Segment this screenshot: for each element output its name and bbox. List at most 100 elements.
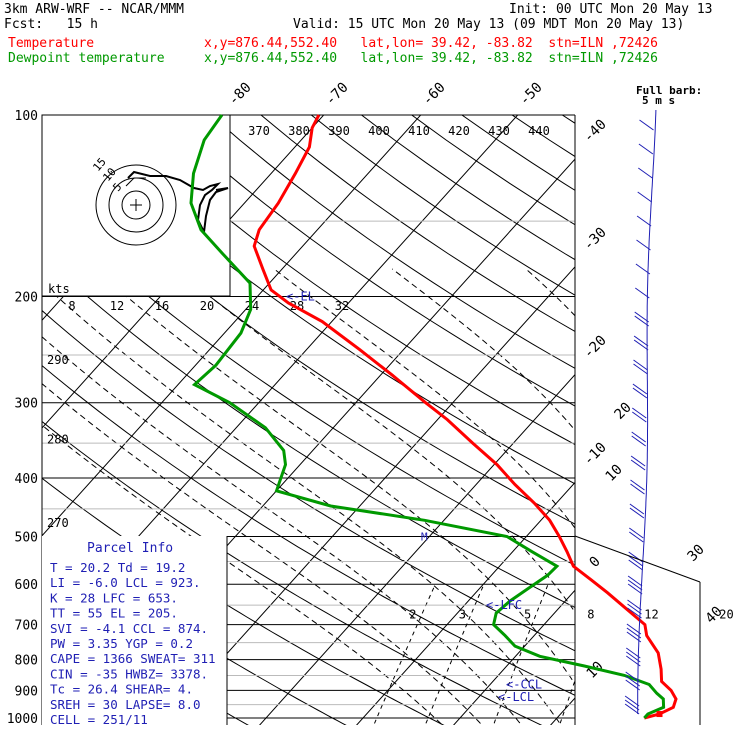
theta-e-label: 420 <box>448 124 470 138</box>
moist-adiabat-line <box>42 336 523 725</box>
isotherm-label: -30 <box>581 225 610 254</box>
barb-speed-label: 10 <box>603 462 626 485</box>
wind-barb <box>632 383 648 395</box>
mixing-ratio-line <box>696 584 740 731</box>
wind-barb <box>638 167 653 179</box>
wind-speed-label: 32 <box>335 299 349 313</box>
isotherm-line <box>356 481 575 725</box>
parcel-info-row: CIN = -35 HWBZ= 3378. <box>50 666 208 681</box>
wind-barb <box>638 143 654 155</box>
isotherm-line <box>162 266 575 725</box>
parcel-info-row: LI = -6.0 LCL = 923. <box>50 575 201 590</box>
wind-barb <box>632 411 647 423</box>
parcel-info-row: CAPE = 1366 SWEAT= 311 <box>50 651 216 666</box>
forecast-hour: Fcst: 15 h <box>4 17 98 32</box>
wind-barb <box>629 527 644 539</box>
mixing-ratio-line <box>492 584 549 725</box>
theta-e-label: 430 <box>488 124 510 138</box>
wind-barb <box>632 387 648 399</box>
wind-barb <box>634 315 649 327</box>
mixing-ratio-label: 20 <box>719 608 733 622</box>
wind-barb <box>632 407 647 419</box>
isotherm-label: 0 <box>587 554 604 571</box>
wind-barb <box>628 555 643 567</box>
parcel-info-panel <box>42 536 227 725</box>
pressure-tick-label: 300 <box>15 397 38 412</box>
pressure-tick-label: 200 <box>15 291 38 306</box>
theta-e-label: 410 <box>408 124 430 138</box>
parcel-info-row: TT = 55 EL = 205. <box>50 606 178 621</box>
wind-barb <box>627 599 642 611</box>
isotherm-line <box>643 57 740 731</box>
barb-speed-label: 30 <box>685 542 708 565</box>
wind-barb <box>624 699 640 711</box>
dry-adiabat-line <box>663 115 740 731</box>
wind-barb <box>633 359 648 371</box>
wind-barb <box>634 311 649 323</box>
pressure-tick-label: 800 <box>15 654 38 669</box>
wind-speed-label: 16 <box>155 299 169 313</box>
dry-adiabat-label: 270 <box>47 516 69 530</box>
wind-barb <box>631 435 646 447</box>
isotherm-label: -70 <box>322 80 351 109</box>
dry-adiabat-line <box>59 115 575 485</box>
dry-adiabat-label: 290 <box>47 353 69 367</box>
temperature-profile <box>252 114 678 720</box>
isotherm-line <box>42 115 422 537</box>
dry-adiabat-line <box>210 115 575 369</box>
dry-adiabat-line <box>310 115 575 296</box>
hodograph-trace <box>127 170 229 236</box>
parcel-info-row: CELL = 251/11 <box>50 712 148 727</box>
wind-barb <box>635 287 650 299</box>
mixing-ratio-label: 3 <box>459 608 466 622</box>
dry-adiabat-line <box>160 115 575 407</box>
level-annotation: <-LCL <box>498 690 534 704</box>
model-title: 3km ARW-WRF -- NCAR/MMM <box>4 2 185 17</box>
wind-barb <box>630 483 645 495</box>
parcel-info-row: SVI = -4.1 CCL = 874. <box>50 621 208 636</box>
wind-barb <box>624 695 640 707</box>
theta-e-label: 390 <box>328 124 350 138</box>
dewpoint-profile <box>189 114 666 720</box>
dry-adiabat-line <box>42 420 543 725</box>
parcel-info-row: K = 28 LFC = 653. <box>50 590 178 605</box>
wind-barb <box>625 675 640 687</box>
mixing-ratio-label: 5 <box>524 608 531 622</box>
dry-adiabat-line <box>713 115 740 731</box>
pressure-tick-label: 600 <box>15 578 38 593</box>
wind-barb <box>625 679 640 691</box>
moist-adiabat-line <box>175 268 575 613</box>
moist-adiabat-line <box>391 268 575 431</box>
dry-adiabat-line <box>260 115 575 333</box>
hodograph-ring <box>121 190 151 220</box>
wind-barb <box>625 671 640 683</box>
dewpoint-location-info: x,y=876.44,552.40 lat,lon= 39.42, -83.82… <box>204 51 658 66</box>
barb-legend-units: 5 m s <box>642 94 675 107</box>
wind-barb <box>633 339 649 351</box>
pressure-tick-label: 400 <box>15 472 38 487</box>
wind-barb <box>637 191 652 203</box>
theta-e-label: 380 <box>288 124 310 138</box>
mixing-ratio-label: 2 <box>409 608 416 622</box>
wind-barb <box>639 119 654 131</box>
pressure-tick-label: 900 <box>15 684 38 699</box>
wind-barb <box>628 559 643 571</box>
theta-e-label: 400 <box>368 124 390 138</box>
pressure-tick-label: 1000 <box>7 712 38 727</box>
wind-barb <box>633 335 649 347</box>
isotherm-label: -20 <box>581 333 610 362</box>
valid-time: Valid: 15 UTC Mon 20 May 13 (09 MDT Mon … <box>293 17 685 32</box>
wind-barb <box>633 363 648 375</box>
dry-adiabat-line <box>461 115 575 191</box>
wind-barb <box>626 647 641 659</box>
wind-barb <box>626 631 642 643</box>
dry-adiabat-label: 280 <box>47 432 69 446</box>
wind-barb <box>636 215 652 227</box>
pressure-tick-label: 500 <box>15 530 38 545</box>
dry-adiabat-line <box>110 115 575 446</box>
wind-barb <box>627 603 642 615</box>
dry-adiabat-line <box>42 148 575 525</box>
parcel-info-row: PW = 3.35 YGP = 0.2 <box>50 636 193 651</box>
wind-barb <box>626 627 642 639</box>
